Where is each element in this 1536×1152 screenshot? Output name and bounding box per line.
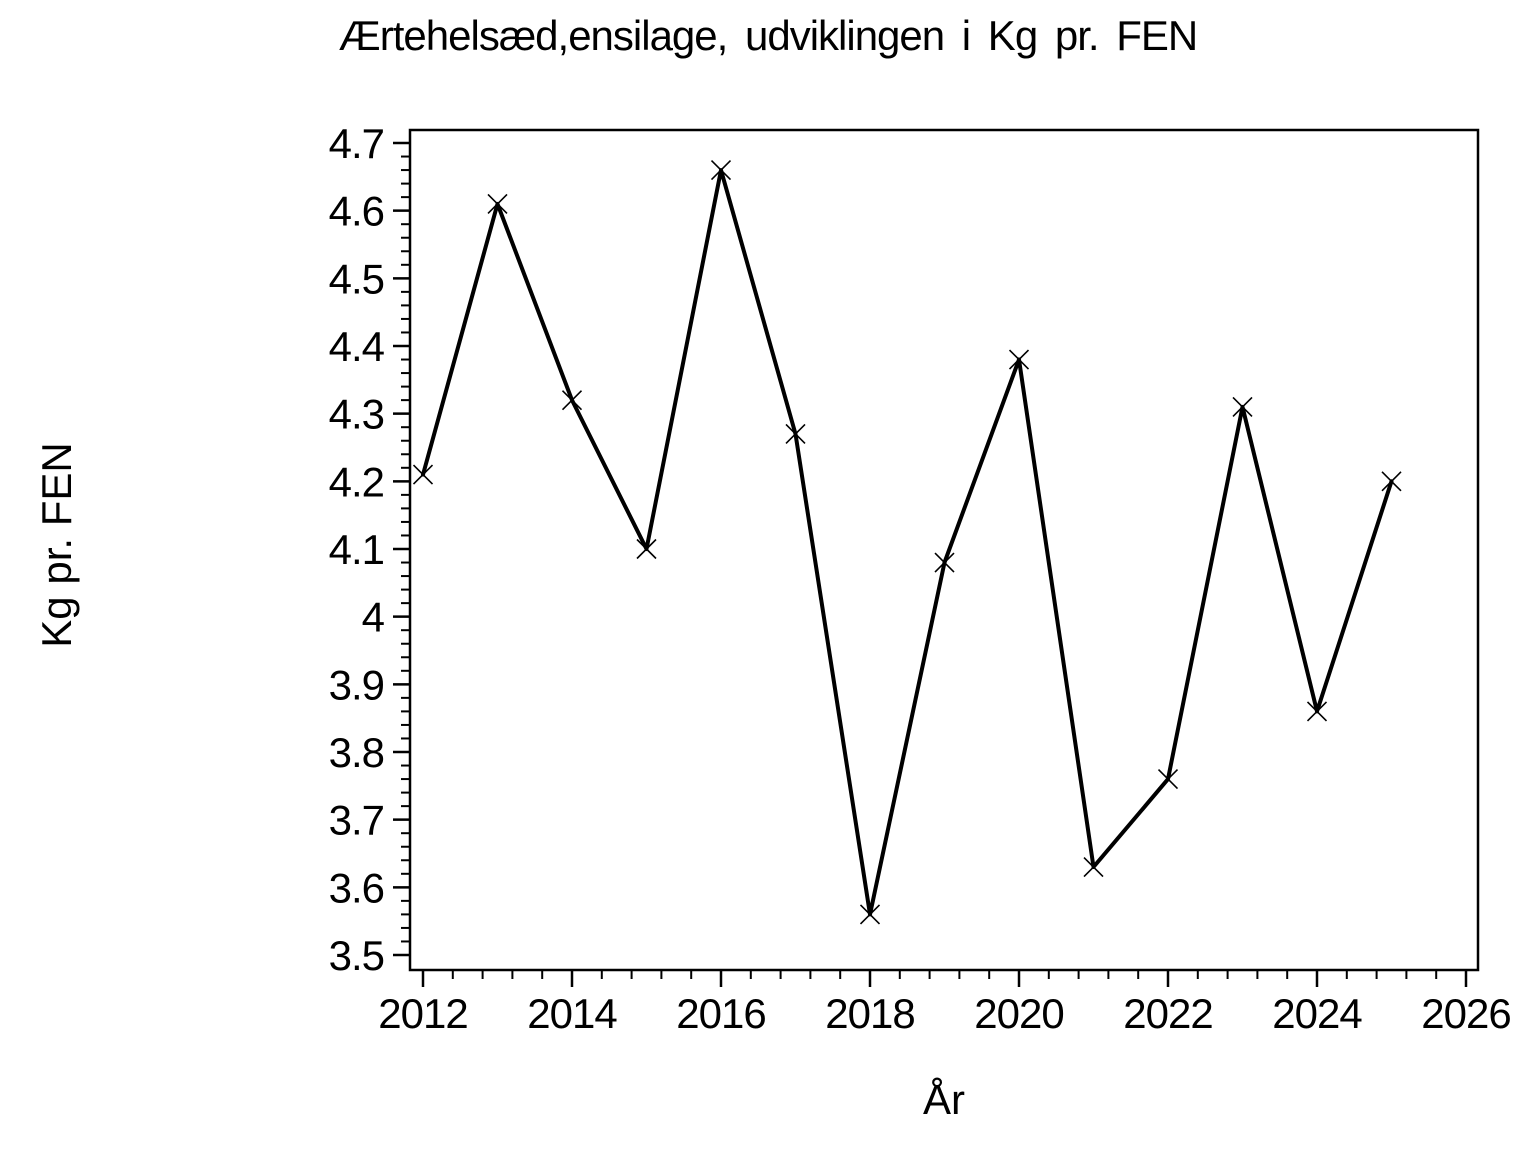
data-point-marker	[934, 552, 955, 573]
y-tick-label: 3.5	[329, 932, 384, 979]
y-tick-label: 3.8	[329, 729, 384, 776]
data-point-marker	[1083, 856, 1104, 878]
x-tick-label: 2018	[825, 990, 914, 1037]
marker-stroke	[1157, 769, 1179, 790]
data-point-marker	[710, 160, 732, 181]
data-point-marker	[1381, 471, 1402, 492]
marker-stroke	[1232, 396, 1253, 417]
x-tick-label: 2024	[1272, 990, 1362, 1037]
marker-stroke	[1083, 856, 1104, 878]
data-point-marker	[487, 193, 508, 214]
data-point-marker	[859, 904, 881, 925]
y-tick-label: 4.4	[329, 323, 385, 370]
series-line	[421, 168, 1394, 917]
data-point-marker	[1306, 701, 1328, 722]
y-tick-label: 4.7	[329, 120, 384, 167]
data-point-marker	[785, 423, 806, 445]
marker-stroke	[1381, 471, 1402, 492]
data-point-marker	[561, 390, 583, 411]
data-point-marker	[636, 538, 657, 560]
marker-stroke	[636, 538, 657, 560]
axis-ticks	[393, 141, 1468, 987]
y-tick-label: 4.2	[329, 458, 384, 505]
marker-stroke	[934, 552, 955, 573]
x-tick-label: 2026	[1421, 990, 1510, 1037]
plot-frame	[408, 128, 1480, 972]
marker-stroke	[1008, 349, 1030, 370]
x-axis-label: År	[923, 1076, 965, 1123]
y-tick-label: 4.6	[329, 188, 384, 235]
y-tick-label: 4.5	[329, 255, 384, 302]
data-point-marker	[1157, 769, 1179, 790]
x-tick-label: 2020	[974, 990, 1063, 1037]
x-tick-label: 2022	[1123, 990, 1212, 1037]
plot-border	[408, 128, 1480, 972]
x-tick-label: 2014	[527, 990, 617, 1037]
data-series	[412, 160, 1402, 925]
data-point-marker	[412, 464, 434, 485]
y-axis-label: Kg pr. FEN	[33, 442, 80, 648]
y-tick-label: 3.9	[329, 661, 384, 708]
x-tick-label: 2012	[378, 990, 467, 1037]
y-tick-label: 4.3	[329, 391, 384, 438]
marker-stroke	[487, 193, 508, 214]
marker-stroke	[1306, 701, 1328, 722]
data-point-marker	[1232, 396, 1253, 417]
marker-stroke	[859, 904, 881, 925]
y-tick-label: 4.1	[329, 526, 384, 573]
tick-labels: 4.7 4.6 4.5 4.4 4.3 4.2 4.1 4 3.9 3.8 3.7 3.6 3.5 201…	[329, 120, 1512, 1037]
y-tick-label: 3.7	[329, 797, 384, 844]
y-tick-label: 3.6	[329, 864, 384, 911]
chart-title: Ærtehelsæd,ensilage, udviklingen i Kg pr…	[338, 12, 1198, 59]
data-point-marker	[1008, 349, 1030, 370]
x-tick-label: 2016	[676, 990, 765, 1037]
marker-stroke	[561, 390, 583, 411]
marker-stroke	[710, 160, 732, 181]
marker-stroke	[412, 464, 434, 485]
marker-stroke	[785, 423, 806, 445]
y-tick-label: 4	[362, 594, 385, 641]
